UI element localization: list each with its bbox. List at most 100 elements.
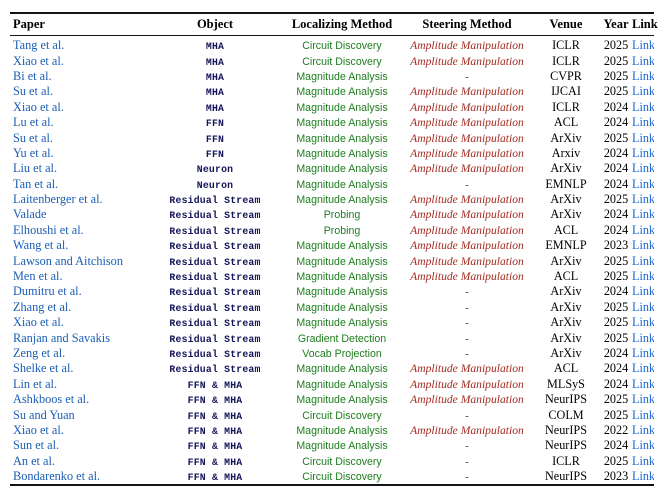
paper-citation-link[interactable]: Tang et al. bbox=[13, 38, 65, 53]
paper-citation-link[interactable]: Xiao et al. bbox=[13, 315, 64, 330]
paper-citation-link[interactable]: Shelke et al. bbox=[13, 361, 74, 376]
paper-external-link[interactable]: Link bbox=[632, 161, 654, 176]
object-label: FFN bbox=[205, 148, 225, 160]
venue-label: ICLR bbox=[552, 453, 580, 468]
paper-citation-link[interactable]: Ranjan and Savakis bbox=[13, 330, 110, 345]
steering-method-label: Amplitude Manipulation bbox=[410, 131, 524, 145]
paper-external-link[interactable]: Link bbox=[632, 84, 654, 99]
localizing-method-label: Magnitude Analysis bbox=[296, 147, 388, 160]
table-body: Tang et al. MHA Circuit Discovery Amplit… bbox=[10, 36, 654, 486]
paper-citation-link[interactable]: An et al. bbox=[13, 453, 56, 468]
steering-method-label: Amplitude Manipulation bbox=[410, 193, 524, 207]
paper-external-link[interactable]: Link bbox=[632, 253, 654, 268]
paper-external-link[interactable]: Link bbox=[632, 453, 654, 468]
steering-method-label: Amplitude Manipulation bbox=[410, 208, 524, 222]
paper-citation-link[interactable]: Lin et al. bbox=[13, 376, 58, 391]
paper-citation-link[interactable]: Bi et al. bbox=[13, 68, 52, 83]
paper-external-link[interactable]: Link bbox=[632, 376, 654, 391]
localizing-method-label: Magnitude Analysis bbox=[296, 117, 388, 130]
paper-external-link[interactable]: Link bbox=[632, 222, 654, 237]
year-label: 2025 bbox=[603, 315, 629, 330]
paper-citation-link[interactable]: Tan et al. bbox=[13, 176, 59, 191]
paper-external-link[interactable]: Link bbox=[632, 38, 654, 53]
paper-citation-link[interactable]: Ashkboos et al. bbox=[13, 392, 90, 407]
paper-citation-link[interactable]: Zeng et al. bbox=[13, 346, 66, 360]
column-header-year: Year bbox=[600, 13, 632, 36]
paper-citation-link[interactable]: Su and Yuan bbox=[13, 407, 75, 422]
paper-citation-link[interactable]: Lawson and Aitchison bbox=[13, 253, 123, 268]
paper-citation-link[interactable]: Elhoushi et al. bbox=[13, 222, 84, 237]
table-row: Tan et al. Neuron Magnitude Analysis - E… bbox=[10, 177, 654, 192]
paper-citation-link[interactable]: Lu et al. bbox=[13, 115, 54, 130]
venue-label: ArXiv bbox=[550, 346, 582, 360]
localizing-method-label: Circuit Discovery bbox=[302, 471, 382, 484]
table-row: Dumitru et al. Residual Stream Magnitude… bbox=[10, 284, 654, 299]
paper-external-link[interactable]: Link bbox=[632, 438, 654, 453]
paper-external-link[interactable]: Link bbox=[632, 392, 654, 407]
steering-method-label: Amplitude Manipulation bbox=[410, 270, 524, 284]
venue-label: ArXiv bbox=[550, 330, 582, 345]
paper-citation-link[interactable]: Su et al. bbox=[13, 84, 53, 99]
localizing-method-label: Magnitude Analysis bbox=[296, 317, 388, 330]
object-label: FFN & MHA bbox=[187, 395, 243, 407]
paper-citation-link[interactable]: Laitenberger et al. bbox=[13, 192, 103, 207]
paper-external-link[interactable]: Link bbox=[632, 469, 654, 484]
object-label: FFN & MHA bbox=[187, 379, 243, 391]
paper-citation-link[interactable]: Bondarenko et al. bbox=[13, 469, 101, 484]
paper-citation-link[interactable]: Dumitru et al. bbox=[13, 284, 82, 299]
steering-method-label: - bbox=[465, 286, 469, 299]
paper-external-link[interactable]: Link bbox=[632, 422, 654, 437]
paper-citation-link[interactable]: Xiao et al. bbox=[13, 53, 64, 68]
paper-external-link[interactable]: Link bbox=[632, 192, 654, 207]
table-row: Xiao et al. Residual Stream Magnitude An… bbox=[10, 315, 654, 330]
paper-citation-link[interactable]: Xiao et al. bbox=[13, 422, 64, 437]
paper-external-link[interactable]: Link bbox=[632, 269, 654, 284]
paper-citation-link[interactable]: Valade bbox=[13, 207, 47, 222]
paper-external-link[interactable]: Link bbox=[632, 176, 654, 191]
paper-external-link[interactable]: Link bbox=[632, 68, 654, 83]
steering-method-label: Amplitude Manipulation bbox=[410, 377, 524, 391]
year-label: 2024 bbox=[603, 145, 629, 160]
year-label: 2025 bbox=[603, 330, 629, 345]
paper-external-link[interactable]: Link bbox=[632, 115, 654, 130]
paper-external-link[interactable]: Link bbox=[632, 330, 654, 345]
object-label: Residual Stream bbox=[169, 210, 261, 222]
paper-external-link[interactable]: Link bbox=[632, 361, 654, 376]
paper-external-link[interactable]: Link bbox=[632, 207, 654, 222]
venue-label: ACL bbox=[553, 269, 579, 284]
table-row: An et al. FFN & MHA Circuit Discovery - … bbox=[10, 454, 654, 469]
paper-citation-link[interactable]: Yu et al. bbox=[13, 145, 54, 160]
object-label: Residual Stream bbox=[169, 364, 261, 376]
paper-external-link[interactable]: Link bbox=[632, 407, 654, 422]
paper-external-link[interactable]: Link bbox=[632, 130, 654, 145]
paper-external-link[interactable]: Link bbox=[632, 99, 654, 114]
year-label: 2024 bbox=[603, 376, 629, 391]
year-label: 2025 bbox=[603, 453, 629, 468]
object-label: MHA bbox=[205, 102, 225, 114]
steering-method-label: Amplitude Manipulation bbox=[410, 85, 524, 99]
paper-external-link[interactable]: Link bbox=[632, 299, 654, 314]
paper-citation-link[interactable]: Liu et al. bbox=[13, 161, 58, 176]
year-label: 2024 bbox=[603, 161, 629, 176]
year-label: 2025 bbox=[603, 299, 629, 314]
venue-label: ICLR bbox=[552, 38, 580, 53]
table-row: Lin et al. FFN & MHA Magnitude Analysis … bbox=[10, 377, 654, 392]
paper-external-link[interactable]: Link bbox=[632, 315, 654, 330]
paper-external-link[interactable]: Link bbox=[632, 346, 654, 360]
column-header-localizing-method: Localizing Method bbox=[282, 13, 402, 36]
localizing-method-label: Magnitude Analysis bbox=[296, 301, 388, 314]
paper-external-link[interactable]: Link bbox=[632, 145, 654, 160]
paper-citation-link[interactable]: Su et al. bbox=[13, 130, 53, 145]
paper-citation-link[interactable]: Zhang et al. bbox=[13, 299, 72, 314]
paper-external-link[interactable]: Link bbox=[632, 238, 654, 253]
paper-external-link[interactable]: Link bbox=[632, 284, 654, 299]
paper-external-link[interactable]: Link bbox=[632, 53, 654, 68]
paper-citation-link[interactable]: Wang et al. bbox=[13, 238, 69, 253]
paper-citation-link[interactable]: Xiao et al. bbox=[13, 99, 64, 114]
paper-citation-link[interactable]: Sun et al. bbox=[13, 438, 60, 453]
object-label: MHA bbox=[205, 71, 225, 83]
paper-citation-link[interactable]: Men et al. bbox=[13, 269, 63, 284]
venue-label: NeurIPS bbox=[545, 422, 587, 437]
steering-method-label: - bbox=[465, 70, 469, 83]
table-row: Valade Residual Stream Probing Amplitude… bbox=[10, 207, 654, 222]
